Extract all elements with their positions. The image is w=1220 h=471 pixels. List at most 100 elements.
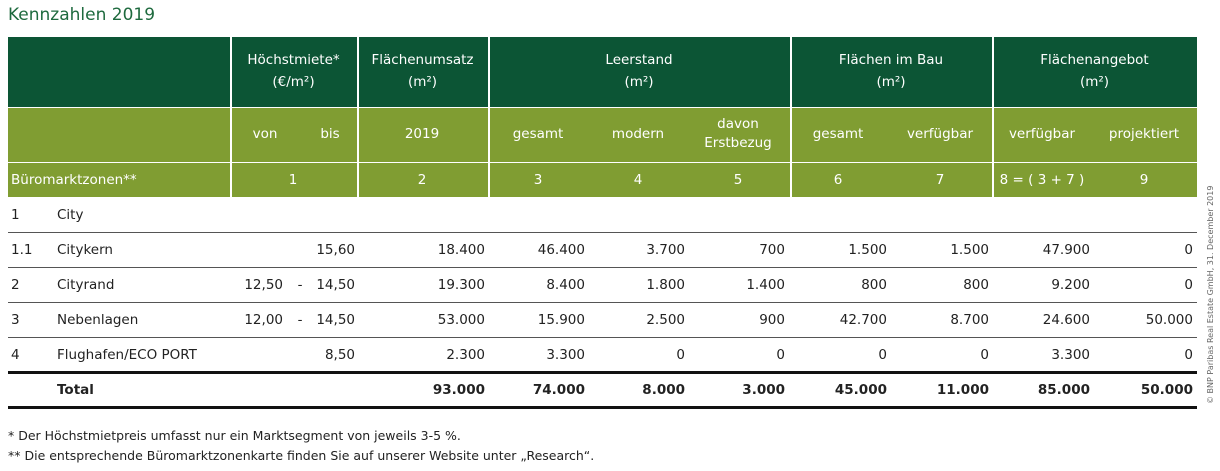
- subheader: bis: [320, 126, 340, 142]
- column-number: 8 = ( 3 + 7 ): [999, 172, 1085, 188]
- subheader-band: [8, 108, 1197, 162]
- cell-value: 46.400: [537, 241, 585, 258]
- group-header: Flächen im Bau: [838, 52, 944, 68]
- cell-value: 0: [1184, 276, 1193, 293]
- column-number: 9: [1139, 172, 1149, 188]
- cell-value: 1.800: [646, 276, 685, 293]
- zone-label: Büromarktzonen**: [11, 172, 137, 188]
- total-line: [8, 371, 1197, 374]
- cell-value: 2.500: [646, 311, 685, 328]
- row-line: [8, 232, 1197, 233]
- rent-from: 12,50: [244, 276, 283, 293]
- divider: [488, 37, 490, 197]
- cell-value: 42.700: [839, 311, 887, 328]
- divider: [992, 37, 994, 197]
- footnote: * Der Höchstmietpreis umfasst nur ein Ma…: [8, 428, 461, 443]
- subheader: davon Erstbezug: [704, 116, 772, 151]
- divider: [790, 37, 792, 197]
- row-name: Flughafen/ECO PORT: [57, 346, 197, 363]
- cell-value: 8.400: [546, 276, 585, 293]
- total-line: [8, 406, 1197, 409]
- cell-value: 3.700: [646, 241, 685, 258]
- subheader: verfügbar: [1008, 126, 1076, 142]
- column-number: 4: [633, 172, 643, 188]
- number-band: [8, 163, 1197, 197]
- column-number: 1: [288, 172, 298, 188]
- footnote: ** Die entsprechende Büromarktzonenkarte…: [8, 448, 595, 463]
- cell-value: 0: [980, 346, 989, 363]
- column-number: 7: [935, 172, 945, 188]
- row-number: 3: [11, 311, 20, 328]
- cell-value: 0: [878, 346, 887, 363]
- row-name: Nebenlagen: [57, 311, 139, 328]
- group-unit: (m²): [624, 74, 654, 90]
- cell-value: 0: [676, 346, 685, 363]
- column-number: 2: [417, 172, 427, 188]
- subheader: 2019: [404, 126, 440, 142]
- rent-to: 14,50: [316, 311, 355, 328]
- subheader: modern: [611, 126, 665, 142]
- cell-value: 1.400: [746, 276, 785, 293]
- cell-value: 9.200: [1051, 276, 1090, 293]
- header-band: [8, 37, 1197, 107]
- cell-value: 24.600: [1042, 311, 1090, 328]
- row-number: 4: [11, 346, 20, 363]
- row-name: Cityrand: [57, 276, 115, 293]
- divider: [357, 37, 359, 197]
- copyright: © BNP Paribas Real Estate GmbH, 31. Dece…: [1206, 185, 1215, 404]
- total-name: Total: [57, 381, 94, 398]
- total-value: 8.000: [642, 381, 685, 398]
- cell-value: 47.900: [1042, 241, 1090, 258]
- group-header: Flächenangebot: [1040, 52, 1149, 68]
- divider: [230, 37, 232, 197]
- range-separator: -: [297, 276, 303, 293]
- row-line: [8, 337, 1197, 338]
- cell-value: 2.300: [446, 346, 485, 363]
- row-line: [8, 302, 1197, 303]
- subheader: gesamt: [812, 126, 864, 142]
- cell-value: 0: [1184, 241, 1193, 258]
- cell-value: 18.400: [437, 241, 485, 258]
- group-unit: (€/m²): [272, 74, 315, 90]
- group-header: Höchstmiete*: [247, 52, 340, 68]
- cell-value: 15.900: [537, 311, 585, 328]
- cell-value: 8.700: [950, 311, 989, 328]
- group-unit: (m²): [876, 74, 906, 90]
- row-name: Citykern: [57, 241, 113, 258]
- row-number: 1: [11, 206, 20, 223]
- total-value: 50.000: [1140, 381, 1193, 398]
- cell-value: 1.500: [950, 241, 989, 258]
- range-separator: -: [297, 311, 303, 328]
- title: Kennzahlen 2019: [8, 5, 156, 25]
- group-header: Flächenumsatz: [371, 52, 474, 68]
- cell-value: 3.300: [546, 346, 585, 363]
- total-value: 45.000: [834, 381, 887, 398]
- rent-to: 14,50: [316, 276, 355, 293]
- cell-value: 3.300: [1051, 346, 1090, 363]
- total-value: 85.000: [1037, 381, 1090, 398]
- cell-value: 900: [759, 311, 785, 328]
- row-number: 1.1: [11, 241, 33, 258]
- cell-value: 19.300: [437, 276, 485, 293]
- cell-value: 0: [1184, 346, 1193, 363]
- row-name: City: [57, 206, 84, 223]
- subheader: von: [252, 126, 278, 142]
- column-number: 5: [733, 172, 743, 188]
- cell-value: 800: [861, 276, 887, 293]
- total-value: 93.000: [432, 381, 485, 398]
- rent-to: 15,60: [316, 241, 355, 258]
- row-number: 2: [11, 276, 20, 293]
- group-header: Leerstand: [605, 52, 673, 68]
- cell-value: 0: [776, 346, 785, 363]
- cell-value: 1.500: [848, 241, 887, 258]
- subheader: projektiert: [1108, 126, 1180, 142]
- cell-value: 53.000: [437, 311, 485, 328]
- total-value: 74.000: [532, 381, 585, 398]
- cell-value: 700: [759, 241, 785, 258]
- cell-value: 800: [963, 276, 989, 293]
- total-value: 3.000: [742, 381, 785, 398]
- rent-from: 12,00: [244, 311, 283, 328]
- group-unit: (m²): [407, 74, 438, 90]
- column-number: 6: [833, 172, 843, 188]
